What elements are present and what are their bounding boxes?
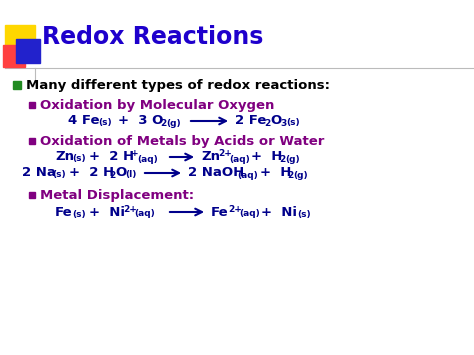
Text: +  3 O: + 3 O — [118, 115, 164, 127]
Text: +: + — [131, 149, 138, 158]
Bar — [29, 138, 35, 144]
Text: (aq): (aq) — [134, 209, 155, 218]
Text: (aq): (aq) — [229, 154, 250, 164]
Text: (aq): (aq) — [239, 209, 260, 218]
Text: 2: 2 — [287, 171, 293, 180]
Text: (s): (s) — [72, 209, 86, 218]
Bar — [29, 102, 35, 108]
Text: (s): (s) — [98, 119, 111, 127]
Text: Oxidation of Metals by Acids or Water: Oxidation of Metals by Acids or Water — [40, 135, 324, 147]
Text: 2: 2 — [279, 155, 285, 164]
Text: 2: 2 — [264, 120, 270, 129]
Text: Oxidation by Molecular Oxygen: Oxidation by Molecular Oxygen — [40, 98, 274, 111]
Text: (s): (s) — [297, 209, 310, 218]
Text: 2 NaOH: 2 NaOH — [188, 166, 244, 180]
Bar — [29, 192, 35, 198]
Text: (g): (g) — [166, 119, 181, 127]
Text: (aq): (aq) — [237, 170, 258, 180]
Text: (l): (l) — [125, 170, 137, 180]
Text: (s): (s) — [52, 170, 65, 180]
Text: 4 Fe: 4 Fe — [68, 115, 100, 127]
Text: +  H: + H — [260, 166, 292, 180]
Text: Zn: Zn — [55, 151, 74, 164]
Text: 2: 2 — [160, 120, 166, 129]
Text: 2+: 2+ — [123, 204, 137, 213]
Bar — [3, 45, 25, 67]
Text: +  H: + H — [251, 151, 283, 164]
Text: Fe: Fe — [211, 206, 228, 218]
Text: (s): (s) — [286, 119, 300, 127]
Text: (g): (g) — [285, 154, 300, 164]
Text: (s): (s) — [72, 154, 86, 164]
Text: +  Ni: + Ni — [261, 206, 297, 218]
Text: +  2 H: + 2 H — [89, 151, 134, 164]
Text: Many different types of redox reactions:: Many different types of redox reactions: — [26, 78, 330, 92]
Text: 2 Fe: 2 Fe — [235, 115, 266, 127]
Text: (g): (g) — [293, 170, 308, 180]
Text: +  2 H: + 2 H — [69, 166, 114, 180]
Text: 2: 2 — [109, 171, 115, 180]
Text: +  Ni: + Ni — [89, 206, 125, 218]
Bar — [5, 25, 35, 55]
Text: Zn: Zn — [201, 151, 220, 164]
Text: 2 Na: 2 Na — [22, 166, 56, 180]
Text: O: O — [270, 115, 281, 127]
Text: Redox Reactions: Redox Reactions — [42, 25, 264, 49]
Text: Fe: Fe — [55, 206, 73, 218]
Text: Metal Displacement:: Metal Displacement: — [40, 189, 194, 202]
Bar — [16, 39, 40, 63]
Text: (aq): (aq) — [137, 154, 158, 164]
Text: 2+: 2+ — [228, 204, 242, 213]
Text: 3: 3 — [280, 120, 286, 129]
Text: O: O — [115, 166, 126, 180]
Text: 2+: 2+ — [218, 149, 232, 158]
Bar — [13, 81, 21, 89]
